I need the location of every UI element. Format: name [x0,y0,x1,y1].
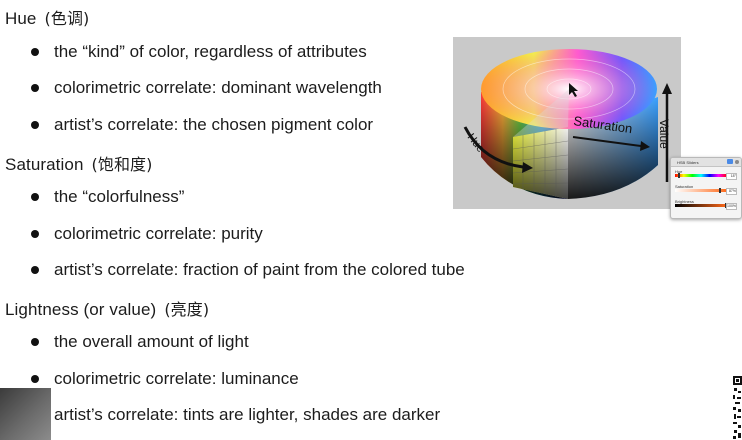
hsb-panel-title-bar[interactable]: HSB Sliders [671,158,741,167]
slider-brightness[interactable]: Brightness 100% [674,199,738,211]
heading-lightness: Lightness (or value) (亮度) [5,296,209,320]
list-item-text: colorimetric correlate: luminance [54,369,299,388]
slider-brightness-label: Brightness [675,199,694,204]
list-item-text: the “kind” of color, regardless of attri… [54,42,367,61]
list-item-text: the overall amount of light [54,332,249,351]
hsb-cylinder-illustration: Hue Saturation Value [463,49,672,199]
slider-hue-track[interactable] [675,174,727,177]
list-item-text: colorimetric correlate: dominant wavelen… [54,78,382,97]
bullet-dot-icon [31,338,39,346]
bullet-dot-icon [31,48,39,56]
hsb-sliders-panel[interactable]: HSB Sliders Hue 18° Saturation 87% Brigh… [670,157,742,219]
heading-saturation: Saturation (饱和度) [5,151,153,175]
slider-hue-label: Hue [675,169,683,174]
heading-lightness-chinese: (亮度) [164,300,210,319]
heading-saturation-title: Saturation [5,155,84,174]
list-item-text: the “colorfulness” [54,187,185,206]
list-item-text: colorimetric correlate: purity [54,224,263,243]
slider-saturation-label: Saturation [675,184,694,189]
slider-hue-thumb[interactable] [677,173,680,178]
list-item-text: artist’s correlate: fraction of paint fr… [54,260,465,279]
slider-brightness-track[interactable] [675,204,727,207]
slider-hue[interactable]: Hue 18° [674,169,738,181]
bullet-dot-icon [31,230,39,238]
bullet-dot-icon [31,375,39,383]
hsb-cylinder-figure: Hue Saturation Value [453,37,681,209]
bullet-dot-icon [31,84,39,92]
mouse-cursor-icon [569,83,578,97]
presenter-video-thumbnail [0,388,51,440]
slider-saturation-track[interactable] [675,189,727,192]
slider-saturation-thumb[interactable] [718,188,721,193]
list-item-text: artist’s correlate: tints are lighter, s… [54,405,441,424]
list-item-text: artist’s correlate: the chosen pigment c… [54,115,374,134]
bullet-dot-icon [31,121,39,129]
heading-lightness-title: Lightness (or value) [5,300,157,319]
bullet-dot-icon [31,193,39,201]
slider-brightness-value[interactable]: 100% [726,203,737,210]
slider-saturation[interactable]: Saturation 87% [674,184,738,196]
figure-label-value: Value [657,119,671,149]
close-icon[interactable] [735,160,739,164]
dropdown-icon[interactable] [727,159,733,164]
slider-saturation-value[interactable]: 87% [726,188,737,195]
qr-code-icon [733,376,742,439]
heading-hue-chinese: (色调) [44,9,90,28]
heading-saturation-chinese: (饱和度) [91,155,153,174]
hsb-panel-title: HSB Sliders [677,160,699,165]
heading-hue-title: Hue [5,9,37,28]
bullet-dot-icon [31,266,39,274]
heading-hue: Hue (色调) [5,5,89,29]
slider-hue-value[interactable]: 18° [726,173,737,180]
